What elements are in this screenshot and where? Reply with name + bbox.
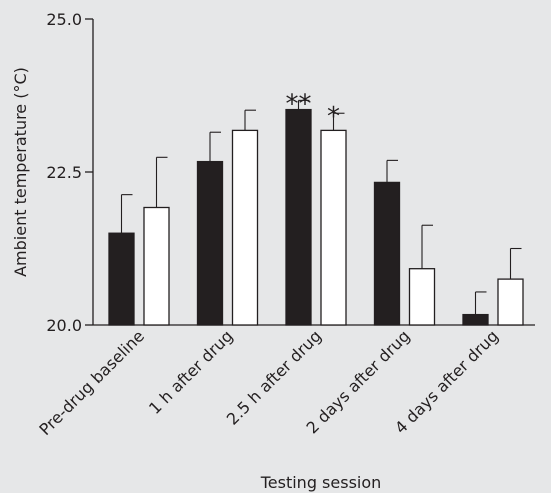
x-tick-label: 2.5 h after drug	[223, 326, 325, 428]
bar-series-1	[373, 181, 401, 326]
bar-series-2	[143, 206, 170, 326]
bar-series-2	[497, 278, 524, 326]
significance-marker: *	[327, 102, 340, 132]
bar-series-1	[462, 313, 489, 326]
bar-series-2	[320, 129, 347, 326]
bar-series-2	[408, 268, 436, 326]
y-tick-label: 22.5	[46, 163, 82, 182]
y-tick-label: 20.0	[46, 316, 82, 335]
bar-series-1	[196, 160, 224, 326]
bar-series-2	[231, 129, 259, 326]
bar-series-1	[108, 232, 135, 326]
x-tick-label: Pre-drug baseline	[35, 326, 148, 439]
y-tick-label: 25.0	[46, 10, 82, 29]
significance-marker: **	[286, 89, 312, 119]
bar-series-1	[285, 108, 312, 326]
x-tick-label: 1 h after drug	[145, 326, 237, 418]
chart-bars	[108, 99, 524, 326]
y-axis-title: Ambient temperature (°C)	[11, 67, 30, 277]
x-axis-title: Testing session	[260, 473, 382, 492]
